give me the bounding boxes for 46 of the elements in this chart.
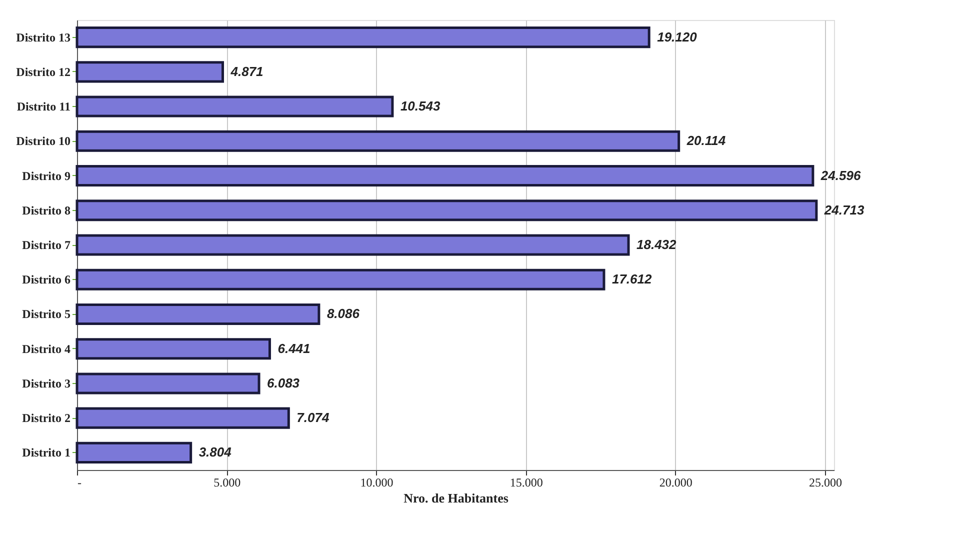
data-label: 6.083 [267,375,300,390]
x-tick-label: 25.000 [809,476,842,490]
x-axis-title: Nro. de Habitantes [404,490,508,506]
x-tick-label: - [78,476,82,490]
data-label: 18.432 [636,237,678,252]
y-tick-label: Distrito 3 [22,376,70,390]
bar [76,61,224,83]
bar [76,165,814,187]
data-label: 19.120 [657,29,698,44]
data-label: 7.074 [296,410,330,426]
bar [76,26,650,48]
y-tick-label: Distrito 8 [22,203,70,218]
bar [76,234,630,256]
y-tick-label: Distrito 11 [16,100,70,114]
data-label: 4.871 [230,64,264,79]
x-tick-label: 15.000 [510,476,543,490]
y-tick-label: Distrito 9 [22,168,70,183]
data-label: 17.612 [612,272,652,287]
y-tick-label: Distrito 7 [22,238,70,252]
data-label: 8.086 [326,306,360,322]
y-tick-label: Distrito 1 [22,446,70,460]
data-label: 3.804 [198,444,232,460]
bar [76,407,290,429]
y-tick-label: Distrito 12 [16,64,70,79]
data-label: 10.543 [400,98,441,114]
data-label: 6.441 [278,340,310,356]
bar [76,338,271,360]
bar [76,442,192,464]
bar [76,303,320,325]
x-tick-label: 20.000 [659,476,692,490]
data-label: 20.114 [686,133,726,148]
bar [76,96,394,118]
data-label: 24.596 [820,168,862,183]
x-tick-label: 10.000 [360,476,394,490]
y-tick-label: Distrito 4 [22,342,70,356]
bar [76,372,260,394]
x-tick-label: 5.000 [214,476,241,490]
bar [76,200,818,222]
bar [76,130,680,152]
y-tick-label: Distrito 10 [16,134,70,148]
y-tick-label: Distrito 6 [22,272,70,287]
bar [76,268,606,290]
y-tick-label: Distrito 5 [22,307,70,322]
y-tick-label: Distrito 2 [22,411,70,426]
y-tick-label: Distrito 13 [16,30,70,44]
data-label: 24.713 [823,202,865,218]
